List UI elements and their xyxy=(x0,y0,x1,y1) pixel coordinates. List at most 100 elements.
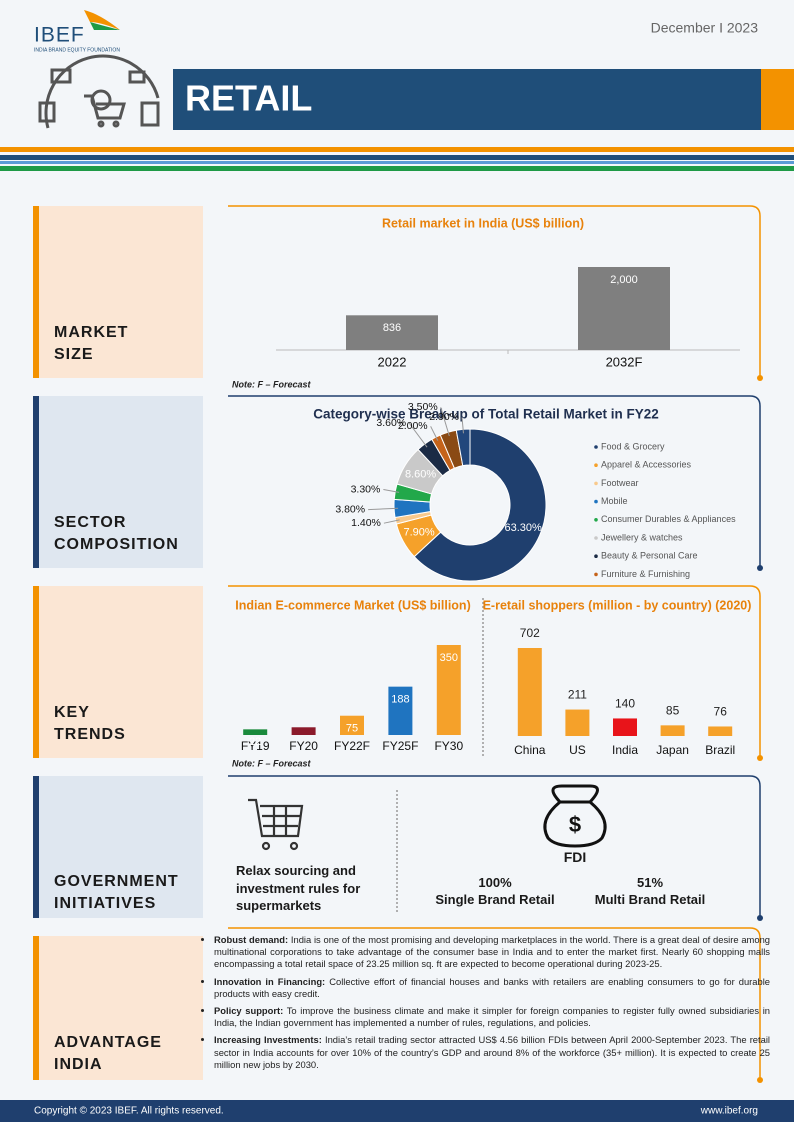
legend-marker xyxy=(594,499,598,504)
x-tick-label: FY19 xyxy=(241,739,270,753)
legend-marker xyxy=(594,463,598,468)
legend-label: Mobile xyxy=(601,496,628,506)
pie-slice xyxy=(413,428,547,582)
chart-title: Indian E-commerce Market (US$ billion) xyxy=(235,598,470,612)
section-panel xyxy=(33,586,203,758)
footer-bar xyxy=(0,1100,794,1122)
x-tick-label: FY30 xyxy=(434,739,463,753)
fdi-label: Single Brand Retail xyxy=(435,892,555,907)
page-title: RETAIL xyxy=(185,78,312,119)
bar xyxy=(660,725,685,736)
data-label: 76 xyxy=(714,705,728,719)
data-label: 22 xyxy=(249,736,261,748)
section-panel xyxy=(33,776,203,918)
advantage-list: Robust demand: India is one of the most … xyxy=(200,934,770,1076)
bar xyxy=(243,729,268,735)
data-label: 75 xyxy=(346,723,358,735)
label-line: SECTOR xyxy=(54,514,127,531)
legend-marker xyxy=(594,518,598,522)
leader-line xyxy=(461,417,464,434)
data-label: 188 xyxy=(391,694,409,706)
advantage-item: Policy support: To improve the business … xyxy=(214,1005,770,1029)
label-line: MARKET xyxy=(54,324,129,341)
bar xyxy=(436,645,461,735)
bar xyxy=(578,267,670,350)
cart-text: Relax sourcing and investment rules for … xyxy=(236,863,361,913)
box-frames xyxy=(228,205,761,1080)
data-label: 7.90% xyxy=(403,527,434,539)
x-tick-label: US xyxy=(569,743,586,757)
data-label: 8.60% xyxy=(405,469,436,481)
title-banner xyxy=(173,69,761,130)
legend-marker xyxy=(594,481,598,486)
data-label: 3.50% xyxy=(408,401,438,413)
date: December I 2023 xyxy=(651,20,759,36)
data-label: 2.90% xyxy=(429,411,459,423)
chart-title: Retail market in India (US$ billion) xyxy=(382,216,584,230)
label-line: ADVANTAGE xyxy=(54,1034,162,1051)
legend-label: Beauty & Personal Care xyxy=(601,551,698,561)
site: www.ibef.org xyxy=(700,1106,758,1117)
stripe xyxy=(0,147,794,152)
data-label: 2.00% xyxy=(398,420,428,432)
fdi-label: Multi Brand Retail xyxy=(594,892,706,907)
section-label: KEY TRENDS xyxy=(54,702,126,746)
legend-label: Footwear xyxy=(601,478,639,488)
data-label: 836 xyxy=(383,322,401,334)
bar xyxy=(291,727,316,735)
fdi-value: 100% xyxy=(478,875,512,890)
frame-dots xyxy=(757,375,763,1083)
section-panel xyxy=(33,396,203,568)
item-lead: Robust demand: xyxy=(214,934,289,945)
legend-label: Food & Grocery xyxy=(601,441,665,451)
x-tick-label: FY22F xyxy=(334,739,370,753)
legend-marker xyxy=(594,554,598,558)
x-tick-label: FY25F xyxy=(382,739,418,753)
retail-icon xyxy=(38,54,160,129)
data-label: 702 xyxy=(520,626,540,640)
logo-subtitle: INDIA BRAND EQUITY FOUNDATION xyxy=(34,47,120,53)
advantage-item: Increasing Investments: India’s retail t… xyxy=(214,1034,770,1071)
data-label: 1.40% xyxy=(351,517,381,529)
label-line: COMPOSITION xyxy=(54,536,179,553)
legend-label: Furniture & Furnishing xyxy=(601,569,690,579)
data-label: 211 xyxy=(568,688,587,702)
chart-title: Category-wise Break-up of Total Retail M… xyxy=(313,407,659,422)
advantage-item: Robust demand: India is one of the most … xyxy=(214,934,770,971)
copyright: Copyright © 2023 IBEF. All rights reserv… xyxy=(34,1106,224,1117)
data-label: 3.60% xyxy=(376,417,406,429)
section-label: MARKET SIZE xyxy=(54,322,128,366)
chart-title: E-retail shoppers (million - by country)… xyxy=(483,598,752,612)
section-panel xyxy=(33,206,203,378)
item-text: To improve the business climate and make… xyxy=(214,1005,771,1029)
data-label: 2,000 xyxy=(610,274,638,286)
logo: IBEF xyxy=(34,24,85,47)
data-label: 3.80% xyxy=(335,503,365,515)
item-lead: Innovation in Financing: xyxy=(214,975,326,987)
section-label: SECTOR COMPOSITION xyxy=(54,512,179,556)
label-line: INITIATIVES xyxy=(54,895,157,912)
label-line: TRENDS xyxy=(54,726,126,743)
legend-label: Consumer Durables & Appliances xyxy=(601,514,736,524)
stripe xyxy=(0,161,794,164)
bar xyxy=(708,726,733,736)
chart-note: Note: F – Forecast xyxy=(232,758,312,768)
leader-line xyxy=(368,507,399,511)
leader-line xyxy=(383,519,400,524)
x-tick-label: FY20 xyxy=(289,739,318,753)
leader-line xyxy=(408,422,428,448)
banner-accent xyxy=(761,69,794,130)
item-lead: Policy support: xyxy=(214,1005,284,1017)
label-line: GOVERNMENT xyxy=(54,873,179,890)
x-tick-label: India xyxy=(612,743,638,757)
data-label: 63.30% xyxy=(504,522,542,534)
logo-flag xyxy=(84,10,120,30)
legend-marker xyxy=(594,445,598,449)
fdi-value: 51% xyxy=(636,875,664,890)
chart-note: Note: F – Forecast xyxy=(232,379,312,389)
logo-flag xyxy=(90,22,120,30)
cart-icon xyxy=(248,798,304,851)
advantage-item: Innovation in Financing: Collective effo… xyxy=(214,976,770,1000)
